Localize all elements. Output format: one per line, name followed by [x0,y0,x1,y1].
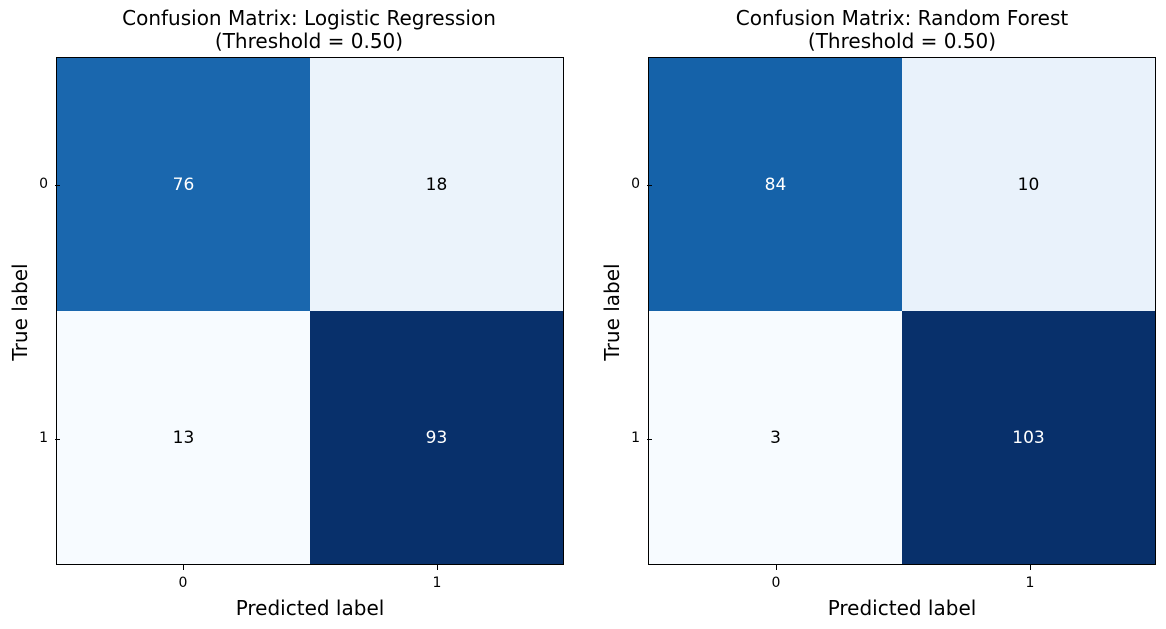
matrix-cell-0-0: 84 [649,58,902,311]
x-tick-label: 1 [417,565,457,591]
matrix-cell-0-1: 18 [310,58,563,311]
x-axis-label: Predicted label [235,596,385,620]
y-axis-label: True label [600,263,624,361]
cell-value-label: 18 [425,174,448,195]
chart-title-line-2: (Threshold = 0.50) [807,29,997,53]
confusion-matrix-random-forest: Confusion Matrix: Random Forest (Thresho… [591,0,1166,629]
matrix-cell-1-0: 13 [57,311,310,564]
y-tick-label: 0 [620,176,652,192]
chart-title: Confusion Matrix: Random Forest (Thresho… [647,7,1157,53]
cell-value-label: 76 [172,174,195,195]
matrix-cell-0-1: 10 [902,58,1155,311]
x-tick-label: 0 [163,565,203,591]
cell-value-label: 3 [770,427,781,448]
y-tick-label: 0 [28,176,60,192]
cell-value-label: 10 [1017,174,1040,195]
matrix-cell-1-1: 103 [902,311,1155,564]
matrix-cell-1-1: 93 [310,311,563,564]
heatmap-plot-area: 76 18 13 93 [56,57,564,565]
matrix-cell-0-0: 76 [57,58,310,311]
chart-title-line-1: Confusion Matrix: Logistic Regression [122,6,496,30]
x-tick-label: 1 [1010,565,1050,591]
matrix-cell-1-0: 3 [649,311,902,564]
y-axis-label: True label [8,263,32,361]
cell-value-label: 103 [1012,427,1045,448]
x-axis-label: Predicted label [827,596,977,620]
chart-title: Confusion Matrix: Logistic Regression (T… [54,7,564,53]
y-tick-label: 1 [28,430,60,446]
cell-value-label: 84 [764,174,787,195]
cell-value-label: 93 [425,427,448,448]
x-tick-label: 0 [756,565,796,591]
confusion-matrix-logistic-regression: Confusion Matrix: Logistic Regression (T… [8,7,564,620]
chart-title-line-1: Confusion Matrix: Random Forest [735,6,1069,30]
heatmap-plot-area: 84 10 3 103 [648,57,1156,565]
chart-title-line-2: (Threshold = 0.50) [214,29,404,53]
cell-value-label: 13 [172,427,195,448]
y-tick-label: 1 [620,430,652,446]
